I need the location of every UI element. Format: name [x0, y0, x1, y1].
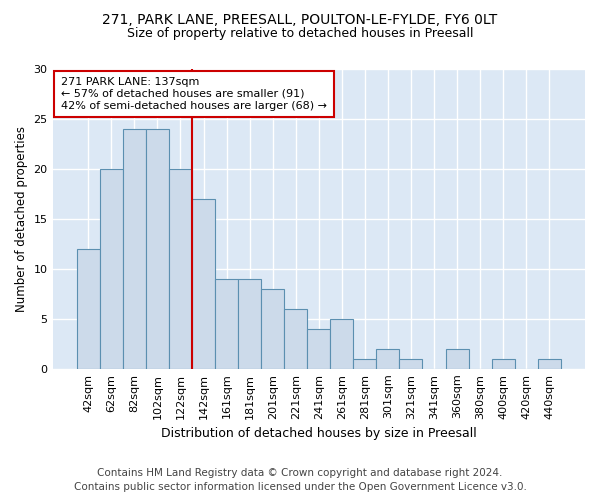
Bar: [77, 249, 100, 369]
Bar: [169, 169, 192, 369]
Bar: [192, 199, 215, 369]
Bar: [146, 129, 169, 369]
Bar: [353, 359, 376, 369]
X-axis label: Distribution of detached houses by size in Preesall: Distribution of detached houses by size …: [161, 427, 476, 440]
Bar: [446, 349, 469, 369]
Bar: [215, 279, 238, 369]
Y-axis label: Number of detached properties: Number of detached properties: [15, 126, 28, 312]
Bar: [400, 359, 422, 369]
Bar: [330, 319, 353, 369]
Bar: [538, 359, 561, 369]
Bar: [123, 129, 146, 369]
Text: Size of property relative to detached houses in Preesall: Size of property relative to detached ho…: [127, 28, 473, 40]
Text: 271 PARK LANE: 137sqm
← 57% of detached houses are smaller (91)
42% of semi-deta: 271 PARK LANE: 137sqm ← 57% of detached …: [61, 78, 327, 110]
Bar: [238, 279, 261, 369]
Text: 271, PARK LANE, PREESALL, POULTON-LE-FYLDE, FY6 0LT: 271, PARK LANE, PREESALL, POULTON-LE-FYL…: [103, 12, 497, 26]
Bar: [307, 329, 330, 369]
Bar: [261, 289, 284, 369]
Bar: [100, 169, 123, 369]
Bar: [284, 309, 307, 369]
Bar: [491, 359, 515, 369]
Bar: [376, 349, 400, 369]
Text: Contains HM Land Registry data © Crown copyright and database right 2024.
Contai: Contains HM Land Registry data © Crown c…: [74, 468, 526, 492]
